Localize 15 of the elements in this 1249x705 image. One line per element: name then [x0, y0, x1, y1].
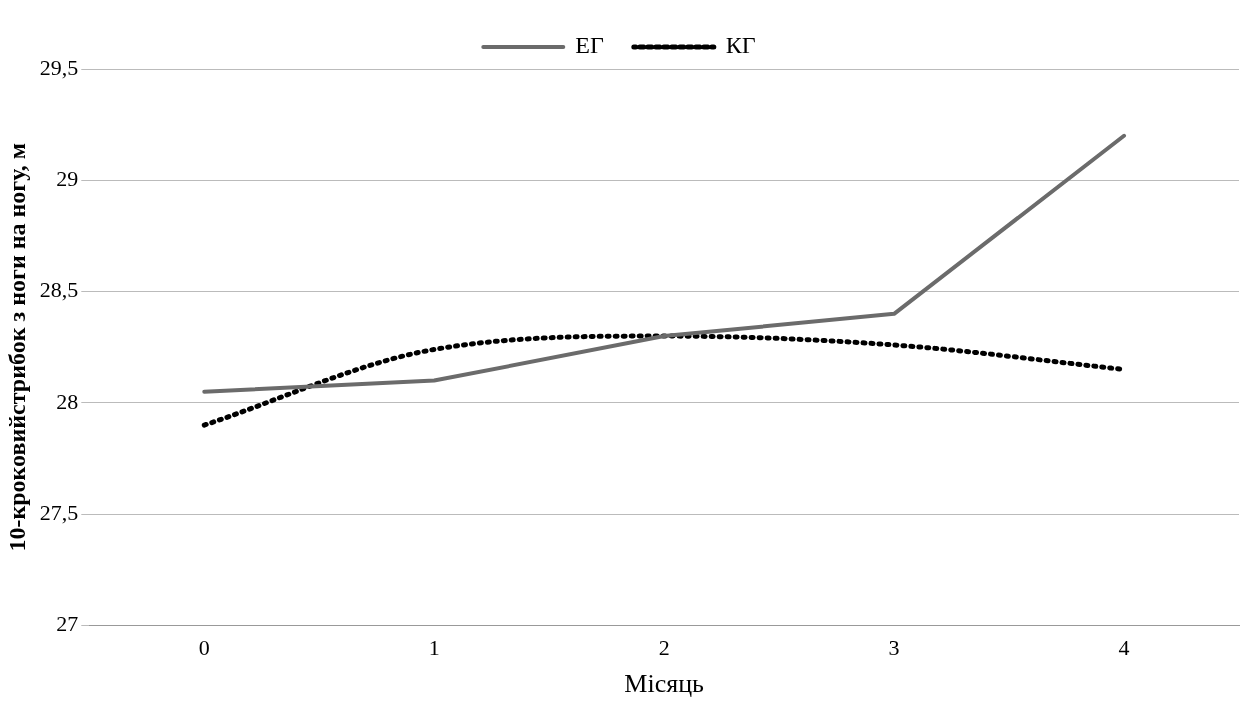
y-tick-label: 27,5	[39, 499, 79, 525]
x-tick-label: 2	[658, 635, 670, 661]
x-tick-label: 3	[888, 635, 900, 661]
x-tick-label: 1	[428, 635, 440, 661]
y-axis-title: 10-кроковийстрибок з ноги на ногу, м	[3, 142, 30, 552]
y-tick-label: 29,5	[39, 54, 79, 80]
legend-label: КГ	[725, 32, 756, 59]
x-tick-label: 4	[1118, 635, 1130, 661]
legend-label: ЕГ	[575, 32, 604, 59]
x-tick-label: 0	[198, 635, 210, 661]
y-tick-label: 28	[56, 388, 79, 414]
y-tick-label: 28,5	[39, 277, 79, 303]
x-axis-title: Місяць	[624, 669, 705, 699]
y-tick-label: 27	[56, 611, 79, 637]
y-tick-label: 29	[56, 166, 79, 192]
